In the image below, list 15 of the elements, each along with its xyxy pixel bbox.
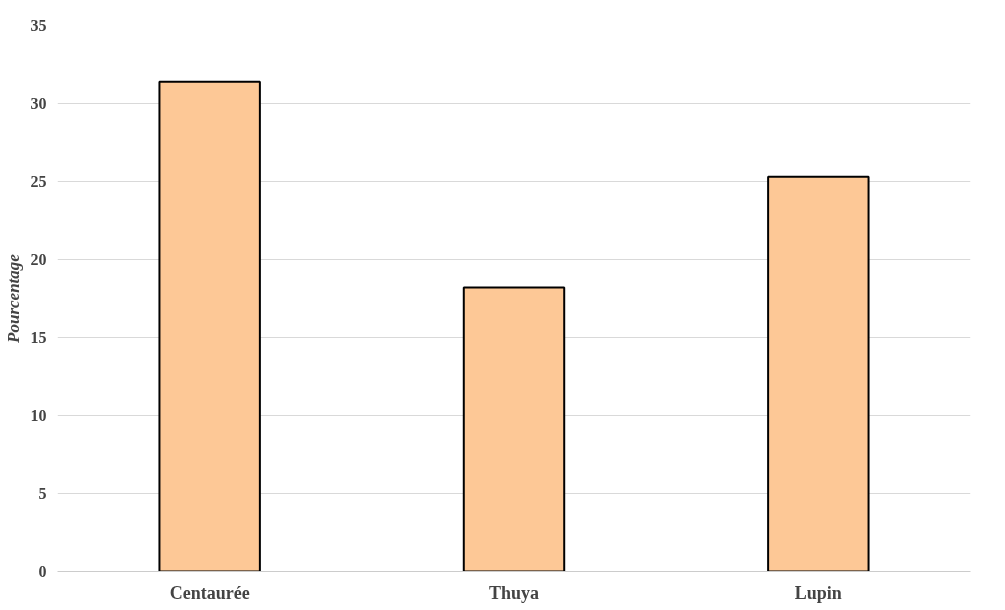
y-tick-label: 5: [38, 485, 47, 502]
y-tick-label: 20: [30, 251, 47, 268]
y-tick-label: 35: [30, 17, 47, 34]
bar: [462, 286, 566, 572]
y-tick-label: 10: [30, 407, 47, 424]
bar: [767, 175, 870, 572]
x-tick-label: Lupin: [794, 582, 842, 603]
y-axis-title: Pourcentage: [3, 253, 23, 344]
x-tick-label: Centaurée: [169, 582, 250, 603]
y-tick-label: 25: [30, 173, 47, 190]
y-tick-label: 15: [30, 329, 47, 346]
bar: [158, 80, 261, 572]
y-tick-label: 30: [30, 95, 47, 112]
y-tick-label: 0: [38, 563, 47, 580]
x-tick-label: Thuya: [488, 582, 540, 603]
